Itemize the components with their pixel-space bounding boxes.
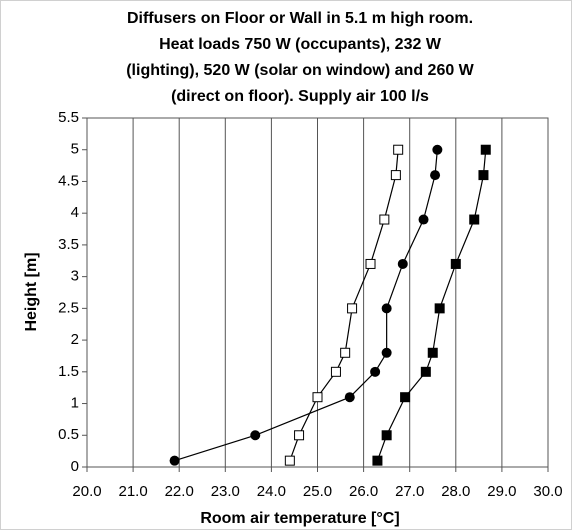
x-tick-label: 24.0 — [257, 483, 286, 500]
marker — [372, 455, 383, 466]
plot-frame — [86, 117, 549, 468]
y-axis-label: Height [m] — [23, 252, 40, 331]
x-tick-label: 27.0 — [395, 483, 424, 500]
y-tick-label: 1.5 — [58, 363, 79, 380]
chart-title: (lighting), 520 W (solar on window) and … — [126, 62, 474, 79]
x-tick-label: 25.0 — [303, 483, 332, 500]
y-tick-label: 0 — [71, 458, 79, 475]
y-tick-label: 3 — [71, 268, 79, 285]
x-axis-label: Room air temperature [°C] — [200, 510, 399, 527]
marker — [169, 455, 180, 466]
marker — [400, 392, 411, 403]
y-tick-label: 2.5 — [58, 299, 79, 316]
marker — [420, 366, 431, 377]
marker — [340, 347, 351, 358]
marker — [250, 430, 261, 441]
marker — [397, 258, 408, 269]
x-tick-label: 28.0 — [441, 483, 470, 500]
x-tick-label: 22.0 — [165, 483, 194, 500]
marker — [344, 392, 355, 403]
y-tick-label: 3.5 — [58, 236, 79, 253]
chart-title: Diffusers on Floor or Wall in 5.1 m high… — [127, 10, 473, 27]
marker — [379, 214, 390, 225]
y-tick-label: 0.5 — [58, 426, 79, 443]
chart-title: Heat loads 750 W (occupants), 232 W — [159, 36, 442, 53]
series-line — [376, 149, 487, 461]
marker — [434, 303, 445, 314]
y-tick-label: 5 — [71, 141, 79, 158]
marker — [347, 303, 358, 314]
marker — [284, 455, 295, 466]
series-line — [289, 149, 399, 461]
y-tick-label: 2 — [71, 331, 79, 348]
x-tick-label: 29.0 — [487, 483, 516, 500]
marker — [393, 144, 404, 155]
chart-title: (direct on floor). Supply air 100 l/s — [171, 88, 429, 105]
marker — [312, 392, 323, 403]
marker — [427, 347, 438, 358]
y-tick-label: 1 — [71, 395, 79, 412]
marker — [390, 170, 401, 181]
x-tick-label: 21.0 — [118, 483, 147, 500]
marker — [365, 258, 376, 269]
x-tick-label: 23.0 — [211, 483, 240, 500]
marker — [478, 170, 489, 181]
marker — [381, 303, 392, 314]
x-tick-label: 20.0 — [72, 483, 101, 500]
marker — [469, 214, 480, 225]
marker — [370, 366, 381, 377]
x-tick-label: 30.0 — [533, 483, 562, 500]
marker — [330, 366, 341, 377]
marker — [418, 214, 429, 225]
marker — [294, 430, 305, 441]
y-tick-label: 4.5 — [58, 172, 79, 189]
x-tick-label: 26.0 — [349, 483, 378, 500]
marker — [381, 347, 392, 358]
marker — [480, 144, 491, 155]
marker — [450, 258, 461, 269]
marker — [432, 144, 443, 155]
marker — [430, 170, 441, 181]
series-line — [174, 149, 438, 462]
marker — [381, 430, 392, 441]
y-tick-label: 4 — [71, 204, 79, 221]
y-tick-label: 5.5 — [58, 109, 79, 126]
